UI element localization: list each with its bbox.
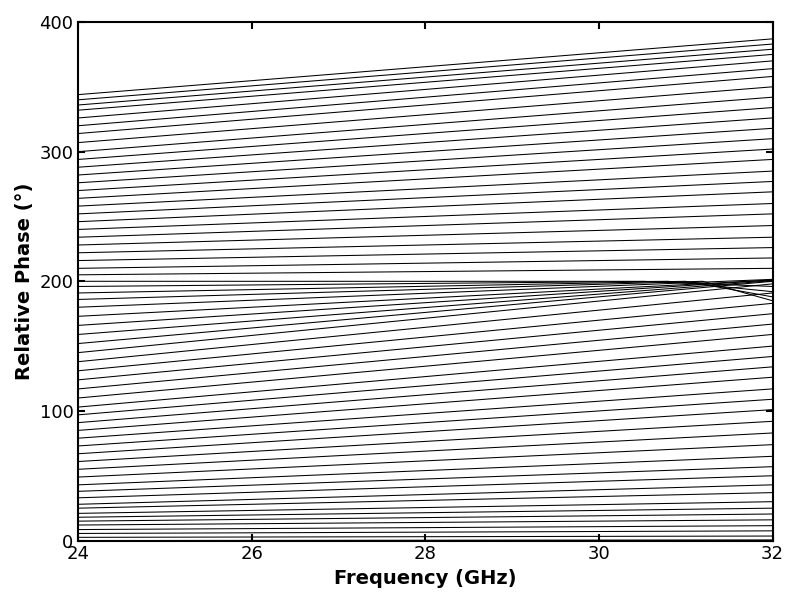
X-axis label: Frequency (GHz): Frequency (GHz) <box>334 569 517 588</box>
Y-axis label: Relative Phase (°): Relative Phase (°) <box>15 183 34 380</box>
